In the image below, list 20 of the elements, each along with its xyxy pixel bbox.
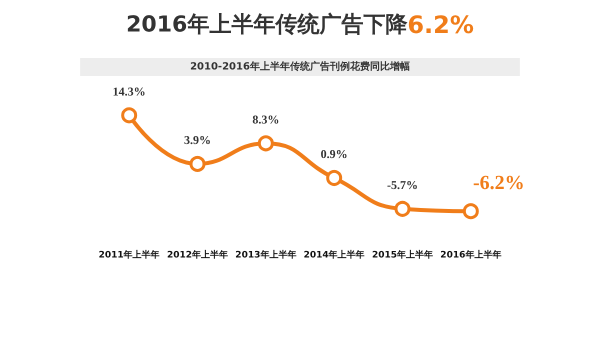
chart-subtitle: 2010-2016年上半年传统广告刊例花费同比增幅	[190, 60, 410, 72]
x-tick-label: 2011年上半年	[98, 250, 160, 260]
point	[121, 107, 138, 124]
data-label: -5.7%	[387, 178, 418, 192]
point	[462, 203, 479, 220]
point	[394, 200, 410, 217]
data-label: 3.9%	[184, 132, 211, 147]
x-tick-label: 2016年上半年	[440, 250, 502, 260]
point	[258, 135, 274, 152]
data-label: 14.3%	[112, 84, 146, 98]
data-label: -6.2%	[472, 172, 525, 194]
point	[190, 156, 206, 172]
x-tick-label: 2012年上半年	[166, 250, 228, 260]
chart-title: 2016年上半年传统广告下降6.2%	[126, 11, 474, 39]
x-tick-label: 2013年上半年	[235, 250, 296, 260]
data-label: 0.9%	[320, 146, 348, 161]
point	[326, 170, 342, 186]
x-tick-label: 2015年上半年	[372, 250, 434, 260]
data-label: 8.3%	[252, 112, 280, 126]
x-tick-label: 2014年上半年	[304, 250, 365, 260]
